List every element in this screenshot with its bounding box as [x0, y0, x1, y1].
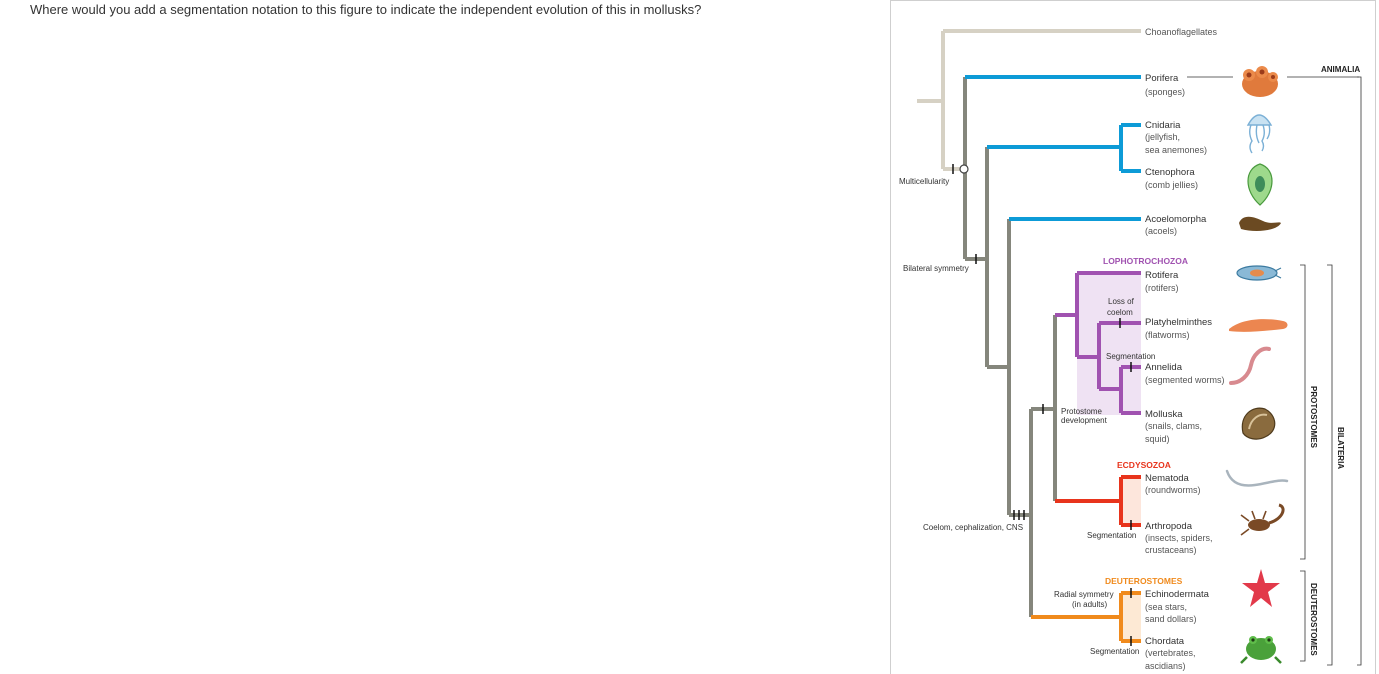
- label-protostomes: PROTOSTOMES: [1309, 386, 1318, 449]
- scorpion-icon: [1240, 503, 1285, 536]
- roundworm-icon: [1225, 469, 1289, 487]
- lophotrochozoa-shade: [1077, 273, 1141, 415]
- trait-protostome-2: development: [1061, 416, 1108, 425]
- trait-segmentation-annelida: Segmentation: [1106, 352, 1155, 361]
- taxon-porifera: Porifera: [1145, 73, 1179, 84]
- phylogenetic-tree-figure: Choanoflagellates Porifera (sponges) Cni…: [890, 0, 1376, 674]
- taxon-arthropoda-common: (insects, spiders,: [1145, 533, 1213, 543]
- deuterostomes-shade: [1121, 593, 1141, 641]
- taxon-echinodermata-common: (sea stars,: [1145, 602, 1187, 612]
- taxon-cnidaria-common2: sea anemones): [1145, 145, 1207, 155]
- trait-segmentation-arthropoda: Segmentation: [1087, 531, 1136, 540]
- phylogenetic-tree: Choanoflagellates Porifera (sponges) Cni…: [899, 27, 1362, 671]
- taxon-nematoda-common: (roundworms): [1145, 485, 1201, 495]
- sponge-icon: [1242, 66, 1278, 97]
- jellyfish-icon: [1246, 114, 1273, 154]
- taxon-annelida: Annelida: [1145, 362, 1183, 373]
- taxon-nematoda: Nematoda: [1145, 473, 1190, 484]
- taxon-molluska: Molluska: [1145, 409, 1183, 420]
- comb-jelly-icon: [1247, 163, 1273, 206]
- branch-cnidaria-ctenophora: [987, 123, 1141, 173]
- trait-protostome-1: Protostome: [1061, 407, 1102, 416]
- branch-root: [917, 29, 1141, 171]
- taxon-ctenophora-common: (comb jellies): [1145, 180, 1198, 190]
- taxon-echinodermata-common2: sand dollars): [1145, 614, 1197, 624]
- deuterostomes-bracket: [1300, 570, 1306, 662]
- acoel-icon: [1239, 216, 1281, 231]
- label-bilateria: BILATERIA: [1336, 427, 1345, 469]
- trait-coelom: Coelom, cephalization, CNS: [923, 523, 1023, 532]
- branch-ecdysozoa: [1055, 475, 1141, 527]
- branch-bilateria-trunk: [1007, 219, 1031, 517]
- taxon-rotifera-common: (rotifers): [1145, 283, 1179, 293]
- group-deuterostomes: DEUTEROSTOMES: [1105, 576, 1183, 586]
- flatworm-icon: [1229, 319, 1288, 332]
- bilateria-bracket: [1327, 264, 1333, 666]
- taxon-molluska-common: (snails, clams,: [1145, 421, 1202, 431]
- trait-segmentation-chordata: Segmentation: [1090, 647, 1139, 656]
- taxon-cnidaria-common: (jellyfish,: [1145, 132, 1180, 142]
- trait-circle-multicellularity: [959, 164, 969, 174]
- trait-bilateral-symmetry: Bilateral symmetry: [903, 264, 969, 273]
- taxon-chordata-common: (vertebrates,: [1145, 648, 1196, 658]
- taxon-cnidaria: Cnidaria: [1145, 120, 1181, 131]
- taxon-echinodermata: Echinodermata: [1145, 589, 1210, 600]
- segmented-worm-icon: [1229, 346, 1271, 385]
- taxon-platyhelminthes-common: (flatworms): [1145, 330, 1190, 340]
- animalia-bracket: [1357, 76, 1362, 666]
- group-lophotrochozoa: LOPHOTROCHOZOA: [1103, 256, 1188, 266]
- taxon-platyhelminthes: Platyhelminthes: [1145, 317, 1212, 328]
- trait-loss-coelom-1: Loss of: [1108, 297, 1135, 306]
- taxon-porifera-common: (sponges): [1145, 87, 1185, 97]
- taxon-choanoflagellates: Choanoflagellates: [1145, 27, 1218, 37]
- label-deuterostomes: DEUTEROSTOMES: [1309, 583, 1318, 656]
- group-ecdysozoa: ECDYSOZOA: [1117, 460, 1171, 470]
- rotifer-icon: [1236, 265, 1282, 281]
- trait-radial-2: (in adults): [1072, 600, 1107, 609]
- trait-loss-coelom-2: coelom: [1107, 308, 1133, 317]
- taxon-acoelomorpha: Acoelomorpha: [1145, 214, 1207, 225]
- branch-eumetazoa-trunk: [985, 147, 1009, 369]
- question-text: Where would you add a segmentation notat…: [30, 2, 702, 17]
- label-animalia: ANIMALIA: [1321, 65, 1360, 74]
- taxon-arthropoda-common2: crustaceans): [1145, 545, 1197, 555]
- sea-star-icon: [1242, 569, 1280, 607]
- trait-radial-1: Radial symmetry: [1054, 590, 1114, 599]
- taxon-molluska-common2: squid): [1145, 434, 1170, 444]
- ecdysozoa-shade: [1121, 475, 1141, 526]
- taxon-chordata: Chordata: [1145, 636, 1185, 647]
- protostomes-bracket: [1300, 264, 1306, 560]
- branch-deuterostomes: [1031, 591, 1141, 643]
- frog-icon: [1240, 636, 1282, 664]
- taxon-annelida-common: (segmented worms): [1145, 375, 1225, 385]
- taxon-chordata-common2: ascidians): [1145, 661, 1186, 671]
- taxon-arthropoda: Arthropoda: [1145, 521, 1193, 532]
- trait-multicellularity: Multicellularity: [899, 177, 949, 186]
- branch-nephrozoa-trunk: [1029, 315, 1057, 617]
- clam-icon: [1241, 407, 1276, 440]
- taxon-rotifera: Rotifera: [1145, 270, 1179, 281]
- taxon-ctenophora: Ctenophora: [1145, 167, 1195, 178]
- taxon-acoelomorpha-common: (acoels): [1145, 226, 1177, 236]
